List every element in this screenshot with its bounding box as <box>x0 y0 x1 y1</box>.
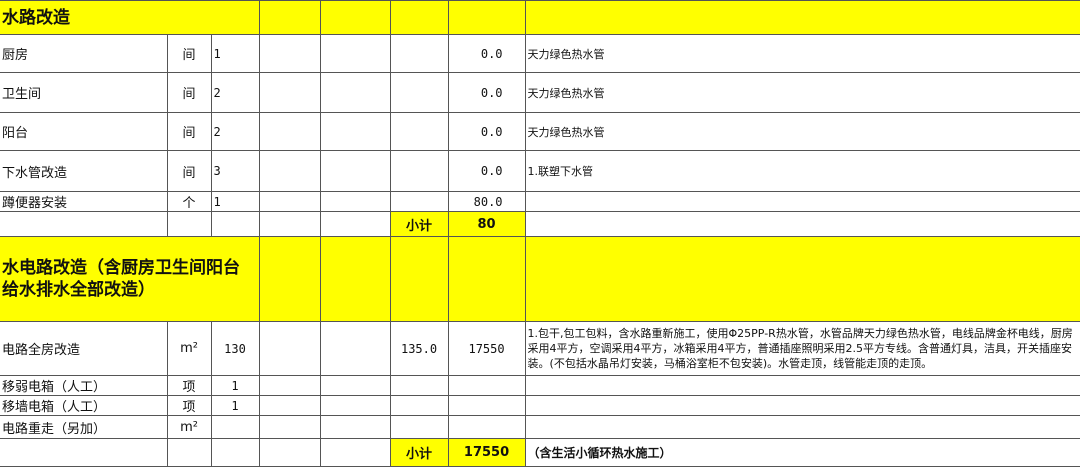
item-qty: 2 <box>210 112 260 151</box>
item-unit: 个 <box>166 191 212 212</box>
table-row: 下水管改造 间 3 0.0 1.联塑下水管 <box>0 150 1080 192</box>
item-total: 80.0 <box>447 191 526 212</box>
subtotal-label: 小计 <box>389 438 449 467</box>
item-unit: m² <box>166 321 212 376</box>
item-unit: 间 <box>166 34 212 73</box>
item-name: 移弱电箱（人工） <box>0 375 168 396</box>
item-price <box>389 34 449 73</box>
item-name: 卫生间 <box>0 72 168 113</box>
subtotal-note: （含生活小循环热水施工） <box>524 438 1080 467</box>
item-name: 阳台 <box>0 112 168 151</box>
item-total <box>447 395 526 416</box>
item-qty: 130 <box>210 321 260 376</box>
subtotal-value: 17550 <box>447 438 526 467</box>
item-unit: 间 <box>166 150 212 192</box>
item-price <box>389 150 449 192</box>
item-price <box>389 415 449 439</box>
item-total: 17550 <box>447 321 526 376</box>
item-total <box>447 375 526 396</box>
section-title: 水电路改造（含厨房卫生间阳台给水排水全部改造） <box>0 236 260 322</box>
item-price <box>389 72 449 113</box>
table-row: 卫生间 间 2 0.0 天力绿色热水管 <box>0 72 1080 113</box>
item-price <box>389 375 449 396</box>
item-total: 0.0 <box>447 112 526 151</box>
item-total: 0.0 <box>447 150 526 192</box>
subtotal-value: 80 <box>447 211 526 237</box>
table-row: 蹲便器安装 个 1 80.0 <box>0 191 1080 212</box>
subtotal-label: 小计 <box>389 211 449 237</box>
item-note <box>524 191 1080 212</box>
item-total: 0.0 <box>447 34 526 73</box>
subtotal-row: 小计 80 <box>0 211 1080 237</box>
table-row: 移墙电箱（人工） 项 1 <box>0 395 1080 416</box>
item-qty: 1 <box>210 34 260 73</box>
item-qty: 1 <box>210 395 260 416</box>
item-qty: 1 <box>210 191 260 212</box>
item-qty: 2 <box>210 72 260 113</box>
item-note: 天力绿色热水管 <box>524 72 1080 113</box>
item-qty: 3 <box>210 150 260 192</box>
item-name: 移墙电箱（人工） <box>0 395 168 416</box>
item-unit: 项 <box>166 395 212 416</box>
item-note <box>524 375 1080 396</box>
item-unit: m² <box>166 415 212 439</box>
item-qty: 1 <box>210 375 260 396</box>
item-total: 0.0 <box>447 72 526 113</box>
table-row: 电路重走（另加） m² <box>0 415 1080 439</box>
section-title: 水路改造 <box>0 0 260 35</box>
item-name: 厨房 <box>0 34 168 73</box>
item-name: 电路重走（另加） <box>0 415 168 439</box>
item-note: 1.包干,包工包料，含水路重新施工，使用Φ25PP-R热水管，水管品牌天力绿色热… <box>524 321 1080 376</box>
item-note <box>524 395 1080 416</box>
section-header: 水电路改造（含厨房卫生间阳台给水排水全部改造） <box>0 236 1080 322</box>
item-note: 1.联塑下水管 <box>524 150 1080 192</box>
table-row: 厨房 间 1 0.0 天力绿色热水管 <box>0 34 1080 73</box>
subtotal-row: 小计 17550 （含生活小循环热水施工） <box>0 438 1080 467</box>
section-header: 水路改造 <box>0 0 1080 35</box>
item-total <box>447 415 526 439</box>
item-unit: 项 <box>166 375 212 396</box>
item-name: 下水管改造 <box>0 150 168 192</box>
item-unit: 间 <box>166 72 212 113</box>
item-note: 天力绿色热水管 <box>524 112 1080 151</box>
item-note <box>524 415 1080 439</box>
item-unit: 间 <box>166 112 212 151</box>
table-row: 移弱电箱（人工） 项 1 <box>0 375 1080 396</box>
item-price <box>389 191 449 212</box>
item-note: 天力绿色热水管 <box>524 34 1080 73</box>
item-price: 135.0 <box>389 321 449 376</box>
item-name: 蹲便器安装 <box>0 191 168 212</box>
table-row: 电路全房改造 m² 130 135.0 17550 1.包干,包工包料，含水路重… <box>0 321 1080 376</box>
table-row: 阳台 间 2 0.0 天力绿色热水管 <box>0 112 1080 151</box>
item-price <box>389 112 449 151</box>
item-qty <box>210 415 260 439</box>
subtotal-note <box>524 211 1080 237</box>
item-price <box>389 395 449 416</box>
item-name: 电路全房改造 <box>0 321 168 376</box>
